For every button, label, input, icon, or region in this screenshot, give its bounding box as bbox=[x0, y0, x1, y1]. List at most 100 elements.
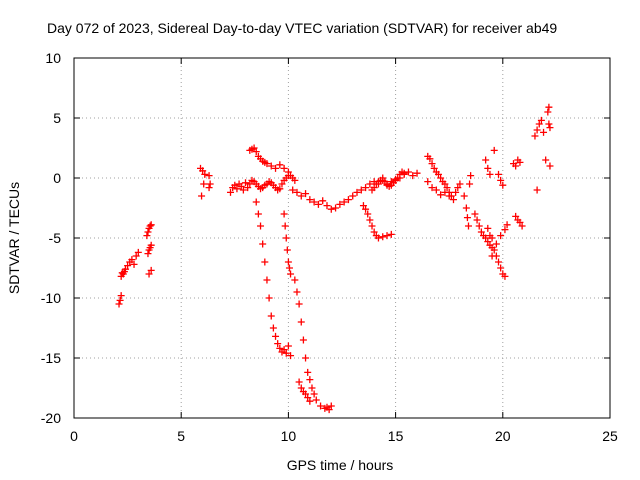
data-point bbox=[537, 116, 545, 124]
data-point bbox=[276, 185, 284, 193]
data-point bbox=[289, 186, 297, 194]
data-point bbox=[497, 176, 505, 184]
data-point bbox=[482, 156, 490, 164]
data-point bbox=[336, 200, 344, 208]
data-point bbox=[302, 354, 310, 362]
data-point bbox=[252, 198, 260, 206]
x-tick-label: 0 bbox=[70, 428, 78, 444]
data-point bbox=[306, 376, 314, 384]
data-point bbox=[495, 258, 503, 266]
data-point bbox=[308, 384, 316, 392]
data-point bbox=[488, 252, 496, 260]
data-point bbox=[278, 180, 286, 188]
data-point bbox=[437, 174, 445, 182]
data-point bbox=[295, 378, 303, 386]
y-tick-label: -20 bbox=[41, 410, 61, 426]
x-tick-label: 20 bbox=[495, 428, 511, 444]
x-tick-label: 10 bbox=[281, 428, 297, 444]
data-point bbox=[319, 197, 327, 205]
data-point bbox=[269, 324, 277, 332]
data-point bbox=[353, 188, 361, 196]
data-point bbox=[312, 396, 320, 404]
data-point bbox=[272, 332, 280, 340]
data-point bbox=[291, 276, 299, 284]
data-point bbox=[426, 155, 434, 163]
data-point bbox=[287, 270, 295, 278]
data-point bbox=[147, 221, 155, 229]
data-point bbox=[327, 402, 335, 410]
data-point bbox=[146, 222, 154, 230]
data-point bbox=[284, 342, 292, 350]
data-point bbox=[276, 161, 284, 169]
x-tick-label: 25 bbox=[602, 428, 618, 444]
data-point bbox=[449, 196, 457, 204]
data-point bbox=[285, 264, 293, 272]
data-point bbox=[254, 210, 262, 218]
data-point bbox=[304, 394, 312, 402]
data-point bbox=[297, 192, 305, 200]
data-point bbox=[246, 180, 254, 188]
data-point bbox=[132, 252, 140, 260]
data-point bbox=[497, 232, 505, 240]
data-point bbox=[437, 191, 445, 199]
data-point bbox=[284, 258, 292, 266]
data-point bbox=[263, 276, 271, 284]
data-point bbox=[432, 186, 440, 194]
data-point bbox=[533, 126, 541, 134]
data-point bbox=[116, 296, 124, 304]
data-point bbox=[516, 158, 524, 166]
data-point bbox=[293, 288, 301, 296]
data-point bbox=[387, 230, 395, 238]
data-point bbox=[272, 164, 280, 172]
data-point bbox=[512, 162, 520, 170]
data-point bbox=[147, 266, 155, 274]
x-tick-labels: 0 5 10 15 20 25 bbox=[70, 428, 618, 444]
data-point bbox=[274, 340, 282, 348]
data-point bbox=[143, 232, 151, 240]
data-point bbox=[244, 184, 252, 192]
data-point bbox=[409, 172, 417, 180]
data-point bbox=[460, 192, 468, 200]
data-point bbox=[544, 108, 552, 116]
data-point bbox=[128, 256, 136, 264]
data-point bbox=[134, 248, 142, 256]
data-point bbox=[516, 218, 524, 226]
y-tick-label: -10 bbox=[41, 290, 61, 306]
data-point bbox=[434, 170, 442, 178]
data-point bbox=[267, 162, 275, 170]
data-point bbox=[542, 156, 550, 164]
data-point bbox=[206, 180, 214, 188]
data-point bbox=[463, 214, 471, 222]
data-point bbox=[280, 210, 288, 218]
data-point bbox=[280, 346, 288, 354]
data-point bbox=[545, 103, 553, 111]
data-point bbox=[545, 120, 553, 128]
data-point bbox=[281, 222, 289, 230]
data-point bbox=[297, 384, 305, 392]
data-point bbox=[370, 228, 378, 236]
data-point bbox=[284, 168, 292, 176]
grid-lines bbox=[74, 58, 610, 418]
data-point bbox=[310, 198, 318, 206]
data-point bbox=[124, 262, 132, 270]
data-point bbox=[317, 402, 325, 410]
data-point bbox=[374, 234, 382, 242]
chart-title: Day 072 of 2023, Sidereal Day-to-day VTE… bbox=[47, 20, 557, 36]
data-point bbox=[362, 184, 370, 192]
data-point bbox=[546, 124, 554, 132]
data-point bbox=[492, 240, 500, 248]
y-tick-label: -5 bbox=[49, 230, 62, 246]
data-point bbox=[344, 196, 352, 204]
y-tick-label: 0 bbox=[53, 170, 61, 186]
data-point bbox=[464, 222, 472, 230]
data-point bbox=[205, 172, 213, 180]
y-tick-label: 10 bbox=[45, 50, 61, 66]
data-point bbox=[366, 216, 374, 224]
data-point bbox=[297, 318, 305, 326]
data-point bbox=[497, 264, 505, 272]
data-point bbox=[295, 300, 303, 308]
data-point bbox=[441, 180, 449, 188]
data-point bbox=[291, 176, 299, 184]
data-point bbox=[201, 170, 209, 178]
